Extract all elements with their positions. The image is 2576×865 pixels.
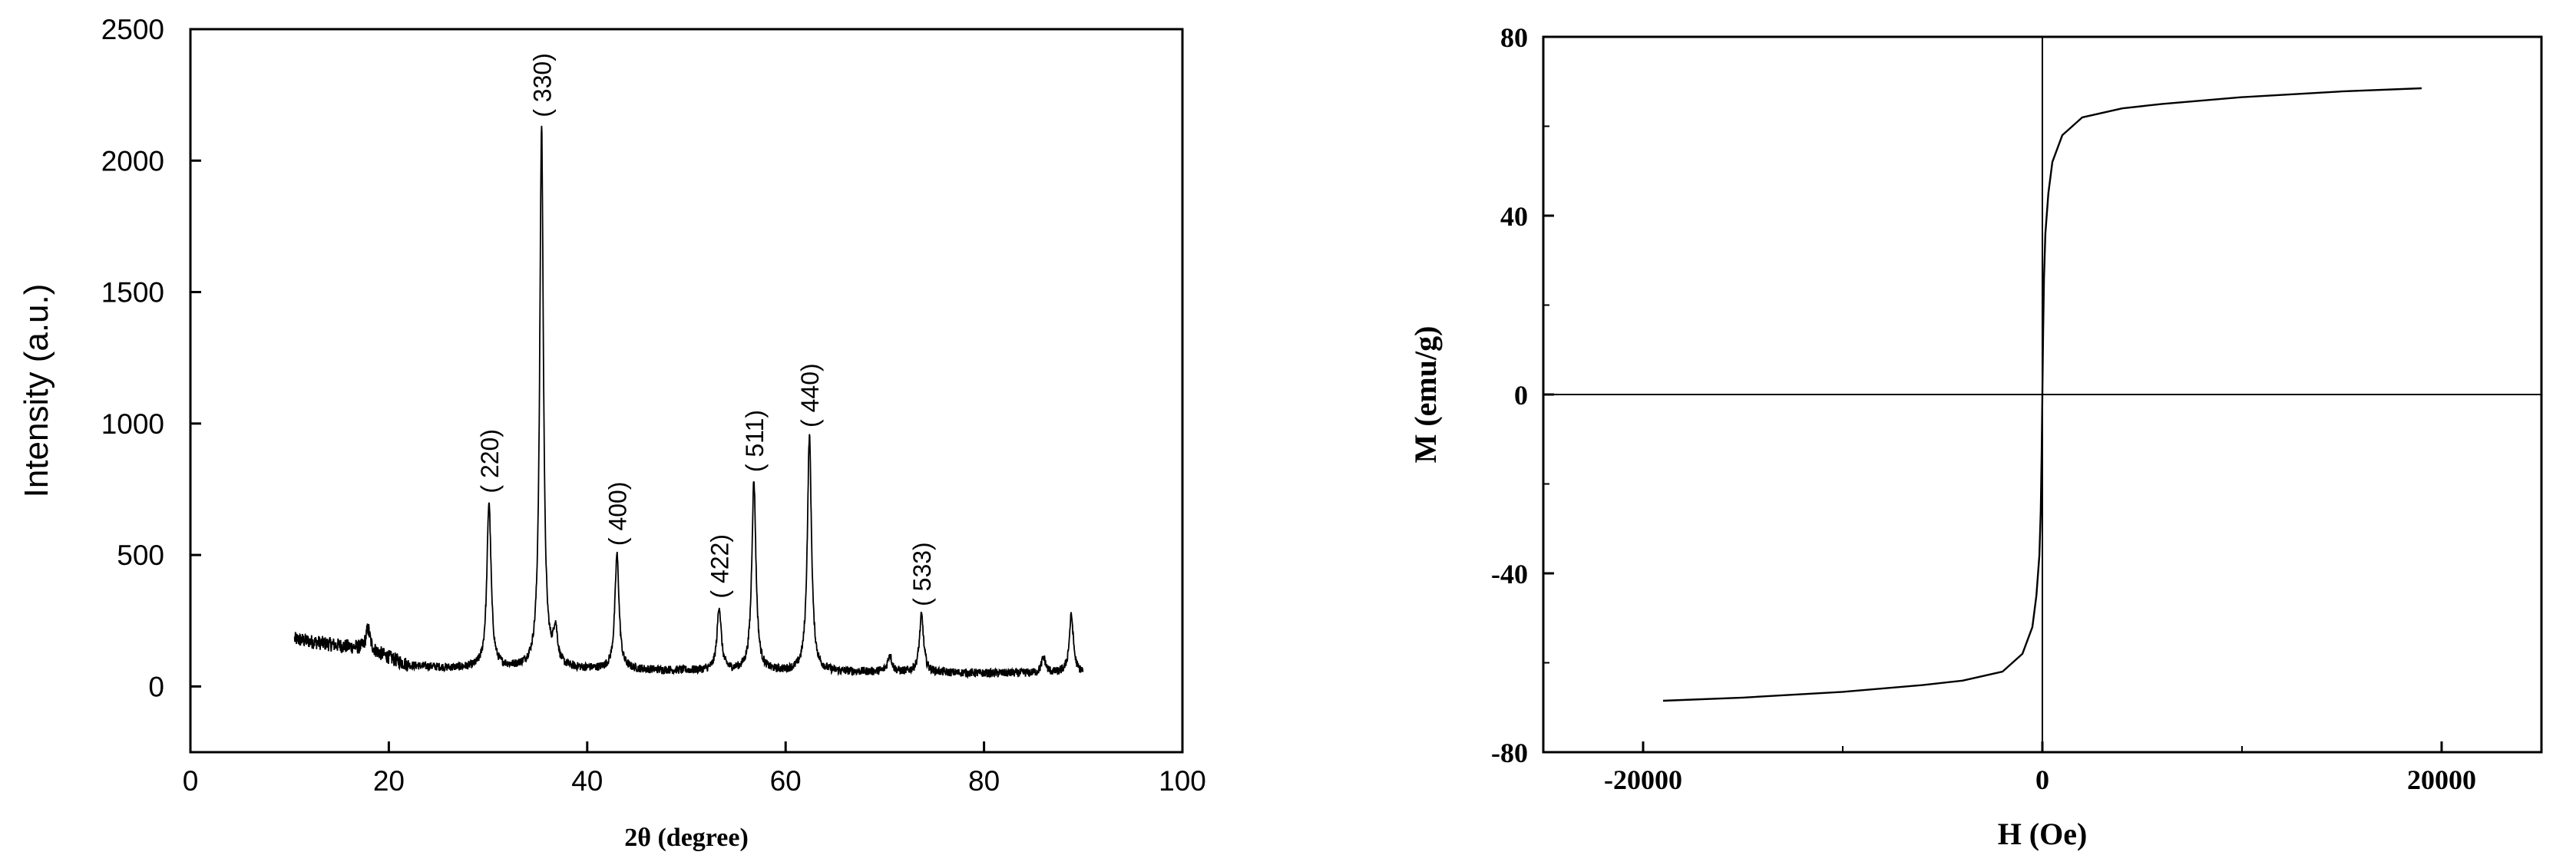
vsm-x-tick-label: 0 <box>2035 764 2049 795</box>
vsm-x-tick-label: 20000 <box>2407 764 2476 795</box>
xrd-y-tick-label: 2000 <box>101 145 164 177</box>
xrd-chart: 0 500 1000 1500 2000 2500 0 20 40 60 80 100 ( 220)… <box>18 14 1206 852</box>
xrd-y-tick-label: 500 <box>117 540 164 571</box>
vsm-x-tick-label: -20000 <box>1604 764 1682 795</box>
xrd-x-axis-label: 2θ (degree) <box>624 824 749 852</box>
xrd-y-tick-label: 1000 <box>101 408 164 440</box>
xrd-y-tick-label: 2500 <box>101 14 164 45</box>
xrd-peak-label: ( 330) <box>528 53 556 117</box>
vsm-y-tick-label: 0 <box>1514 380 1528 411</box>
xrd-x-tick-label: 60 <box>770 765 802 797</box>
xrd-x-tick-label: 40 <box>571 765 603 797</box>
vsm-x-axis-label: H (Oe) <box>1998 817 2088 851</box>
vsm-y-tick-label: 80 <box>1500 22 1528 53</box>
xrd-diffraction-line <box>293 125 1084 679</box>
xrd-x-tick-label: 20 <box>373 765 405 797</box>
xrd-peak-label: ( 511) <box>741 410 769 472</box>
xrd-y-axis-label: Intensity (a.u.) <box>18 284 55 498</box>
vsm-chart-panel: -80 -40 0 40 80 -20000 0 20000 H (Oe) M (emu/g… <box>1336 0 2576 865</box>
xrd-x-tick-label: 0 <box>183 765 199 797</box>
vsm-magnetization-curve <box>1662 87 2422 702</box>
xrd-peak-label: ( 422) <box>706 534 734 599</box>
vsm-y-tick-label: -80 <box>1491 738 1528 768</box>
xrd-y-tick-label: 0 <box>148 671 164 702</box>
xrd-plot-frame <box>189 28 1184 754</box>
xrd-chart-panel: 0 500 1000 1500 2000 2500 0 20 40 60 80 100 ( 220)… <box>0 0 1228 865</box>
vsm-chart: -80 -40 0 40 80 -20000 0 20000 H (Oe) M (emu/g… <box>1408 22 2543 851</box>
xrd-peak-label: ( 220) <box>476 429 504 494</box>
xrd-x-tick-label: 100 <box>1159 765 1206 797</box>
xrd-x-tick-label: 80 <box>968 765 1000 797</box>
xrd-peak-label: ( 440) <box>796 363 824 428</box>
vsm-y-tick-label: -40 <box>1491 559 1528 589</box>
xrd-y-tick-label: 1500 <box>101 277 164 309</box>
vsm-y-tick-label: 40 <box>1500 201 1528 232</box>
xrd-peak-label: ( 400) <box>604 481 632 546</box>
vsm-y-axis-label: M (emu/g) <box>1408 326 1443 464</box>
xrd-peak-label: ( 533) <box>908 542 936 606</box>
